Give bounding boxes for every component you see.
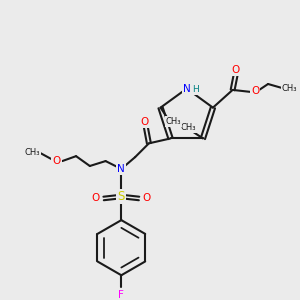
Text: CH₃: CH₃ — [25, 148, 40, 157]
Text: F: F — [118, 290, 124, 300]
Text: O: O — [232, 65, 240, 75]
Text: CH₃: CH₃ — [282, 84, 298, 93]
Text: N: N — [183, 84, 190, 94]
Text: S: S — [118, 190, 125, 203]
Text: N: N — [118, 164, 125, 174]
Text: O: O — [141, 117, 149, 127]
Text: O: O — [251, 86, 260, 96]
Text: H: H — [192, 85, 199, 94]
Text: O: O — [143, 194, 151, 203]
Text: CH₃: CH₃ — [180, 123, 196, 132]
Text: O: O — [92, 194, 100, 203]
Text: CH₃: CH₃ — [166, 117, 181, 126]
Text: O: O — [52, 156, 61, 166]
